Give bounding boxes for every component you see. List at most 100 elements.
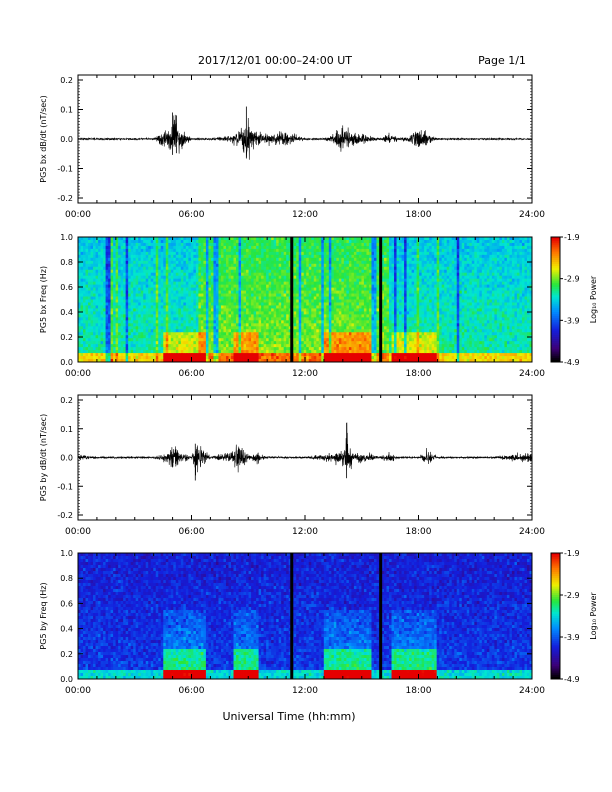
spectrogram-cell — [236, 260, 239, 265]
spectrogram-cell — [105, 237, 109, 241]
spectrogram-cell — [193, 237, 197, 241]
spectrogram-cell — [148, 278, 152, 283]
spectrogram-cell — [205, 359, 209, 363]
spectrogram-cell — [358, 347, 362, 351]
spectrogram-cell — [261, 293, 265, 297]
spectrogram-cell — [200, 356, 204, 360]
spectrogram-cell — [158, 272, 162, 277]
spectrogram-cell — [301, 272, 305, 277]
spectrogram-cell — [343, 275, 347, 280]
spectrogram-cell — [306, 356, 310, 360]
spectrogram-cell — [78, 314, 81, 318]
spectrogram-cell — [133, 239, 137, 244]
spectrogram-cell — [140, 353, 144, 357]
spectrogram-cell — [231, 311, 234, 315]
spectrogram-cell — [173, 320, 177, 324]
spectrogram-cell — [281, 281, 285, 286]
spectrogram-cell — [358, 323, 362, 327]
spectrogram-cell — [251, 278, 254, 283]
spectrogram-cell — [218, 350, 222, 354]
spectrogram-cell — [281, 308, 285, 312]
spectrogram-cell — [100, 332, 104, 336]
spectrogram-cell — [95, 308, 99, 312]
spectrogram-cell — [243, 341, 247, 345]
data-series-line — [77, 114, 533, 160]
spectrogram-cell — [208, 296, 212, 300]
spectrogram-cell — [153, 311, 157, 315]
spectrogram-cell — [200, 353, 204, 357]
spectrogram-cell — [78, 344, 81, 348]
spectrogram-cell — [110, 272, 114, 277]
spectrogram-cell — [150, 296, 154, 300]
spectrogram-cell — [183, 293, 187, 297]
spectrogram-cell — [155, 344, 159, 348]
spectrogram-cell — [343, 269, 347, 274]
spectrogram-cell — [298, 302, 302, 306]
spectrogram-cell — [323, 296, 327, 300]
spectrogram-cell — [311, 311, 315, 315]
spectrogram-cell — [263, 335, 267, 339]
spectrogram-cell — [276, 335, 280, 339]
spectrogram-cell — [366, 242, 370, 247]
spectrogram-cell — [358, 257, 362, 262]
spectrogram-cell — [351, 245, 355, 250]
spectrogram-cell — [338, 311, 342, 315]
spectrogram-cell — [331, 278, 335, 283]
spectrogram-cell — [115, 296, 119, 300]
spectrogram-cell — [351, 320, 355, 324]
spectrogram-cell — [88, 248, 91, 253]
spectrogram-cell — [175, 263, 179, 268]
spectrogram-cell — [100, 242, 104, 247]
spectrogram-cell — [108, 239, 112, 244]
spectrogram-cell — [353, 245, 357, 250]
spectrogram-cell — [236, 329, 239, 333]
x-tick-label: 12:00 — [292, 210, 318, 220]
spectrogram-cell — [321, 287, 325, 291]
spectrogram-cell — [90, 237, 94, 241]
spectrogram-cell — [303, 296, 307, 300]
spectrogram-cell — [328, 287, 332, 291]
spectrogram-cell — [123, 311, 127, 315]
spectrogram-cell — [83, 293, 86, 297]
spectrogram-cell — [363, 341, 367, 345]
spectrogram-cell — [306, 347, 310, 351]
spectrogram-cell — [238, 356, 242, 360]
spectrogram-cell — [95, 317, 99, 321]
spectrogram-cell — [331, 314, 335, 318]
spectrogram-cell — [133, 338, 137, 342]
spectrogram-cell — [266, 287, 270, 291]
spectrogram-cell — [281, 353, 285, 357]
spectrogram-cell — [140, 248, 144, 253]
spectrogram-cell — [253, 287, 257, 291]
spectrogram-cell — [356, 293, 360, 297]
spectrogram-cell — [170, 314, 174, 318]
spectrogram-cell — [256, 257, 259, 262]
spectrogram-cell — [236, 275, 239, 280]
spectrogram-cell — [321, 341, 325, 345]
spectrogram-cell — [98, 308, 101, 312]
spectrogram-cell — [178, 317, 182, 321]
spectrogram-cell — [256, 305, 259, 309]
spectrogram-cell — [286, 338, 290, 342]
spectrogram-cell — [88, 290, 91, 294]
spectrogram-cell — [93, 290, 96, 294]
spectrogram-cell — [331, 251, 335, 256]
spectrogram-cell — [130, 353, 134, 357]
spectrogram-cell — [98, 239, 101, 244]
spectrogram-cell — [258, 275, 262, 280]
spectrogram-cell — [296, 239, 300, 244]
spectrogram-cell — [358, 335, 362, 339]
spectrogram-cell — [321, 356, 325, 360]
spectrogram-cell — [208, 242, 212, 247]
spectrogram-cell — [218, 263, 222, 268]
spectrogram-cell — [341, 293, 345, 297]
spectrogram-cell — [188, 269, 192, 274]
spectrogram-cell — [215, 278, 219, 283]
spectrogram-cell — [323, 287, 327, 291]
spectrogram-cell — [98, 314, 101, 318]
spectrogram-cell — [205, 344, 209, 348]
spectrogram-cell — [200, 269, 204, 274]
spectrogram-cell — [348, 287, 352, 291]
spectrogram-cell — [313, 242, 317, 247]
spectrogram-cell — [283, 335, 287, 339]
